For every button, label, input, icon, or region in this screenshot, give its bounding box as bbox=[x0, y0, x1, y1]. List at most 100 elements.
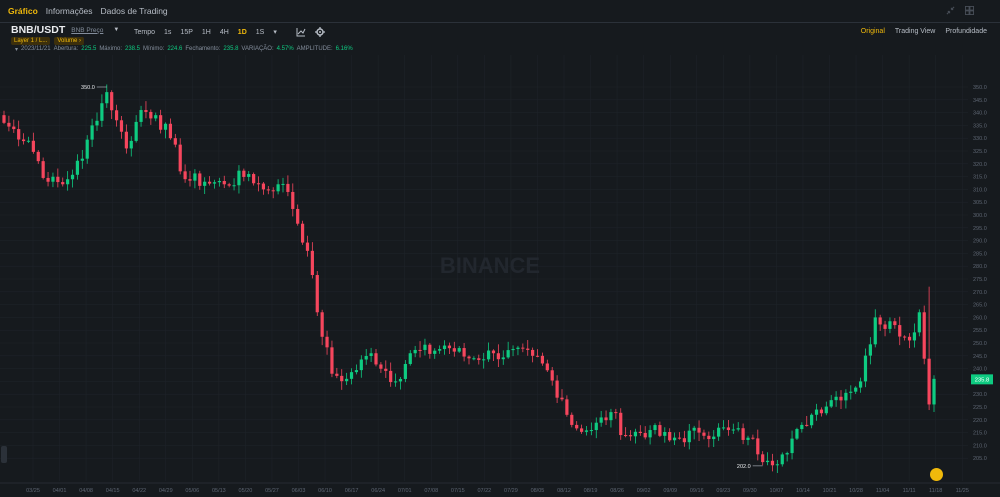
tab-info[interactable]: Informações bbox=[45, 6, 93, 16]
candle bbox=[726, 420, 731, 436]
interval-4h[interactable]: 4H bbox=[219, 28, 229, 36]
interval-1d[interactable]: 1D bbox=[237, 28, 247, 36]
ohlc-collapse-icon[interactable]: ▾ bbox=[15, 47, 19, 53]
collapse-icon[interactable] bbox=[946, 6, 955, 15]
candle bbox=[433, 348, 437, 359]
candle bbox=[369, 347, 373, 362]
tab-trading-data[interactable]: Dados de Trading bbox=[100, 6, 168, 16]
candle bbox=[702, 429, 706, 440]
candle bbox=[721, 420, 726, 431]
y-tick-label: 265.0 bbox=[973, 303, 987, 309]
candle bbox=[653, 423, 657, 435]
y-tick-label: 270.0 bbox=[973, 290, 987, 296]
y-tick-label: 320.0 bbox=[973, 162, 987, 168]
candle bbox=[345, 372, 349, 386]
symbol-dropdown-icon[interactable]: ▼ bbox=[113, 27, 120, 33]
candle bbox=[535, 349, 540, 358]
y-tick-label: 210.0 bbox=[973, 443, 987, 449]
candle bbox=[731, 423, 735, 434]
sidebar-toggle-handle[interactable] bbox=[1, 446, 7, 463]
candle bbox=[173, 133, 177, 148]
candle bbox=[550, 367, 554, 386]
candle bbox=[751, 434, 755, 440]
candle bbox=[619, 408, 623, 440]
candle bbox=[457, 346, 461, 353]
symbol-price-link[interactable]: BNB Preço bbox=[71, 26, 104, 34]
candle bbox=[800, 422, 804, 433]
assistant-bubble-icon[interactable] bbox=[930, 468, 943, 481]
x-tick-label: 07/29 bbox=[504, 488, 518, 494]
candle bbox=[496, 344, 500, 368]
candle bbox=[898, 316, 902, 346]
symbol-name: BNB/USDT bbox=[11, 24, 66, 36]
window-controls bbox=[946, 6, 974, 15]
candle bbox=[594, 417, 598, 439]
candle bbox=[203, 177, 207, 195]
change-value: 4.57% bbox=[276, 46, 294, 52]
candle bbox=[364, 349, 368, 365]
indicators-icon[interactable] bbox=[296, 27, 306, 37]
candle bbox=[134, 115, 138, 143]
candle bbox=[486, 342, 491, 362]
x-tick-label: 08/05 bbox=[531, 488, 545, 494]
candle bbox=[575, 421, 579, 431]
candle bbox=[237, 165, 241, 194]
y-tick-label: 215.0 bbox=[973, 431, 987, 437]
candle bbox=[756, 429, 760, 461]
y-tick-label: 240.0 bbox=[973, 367, 987, 373]
candle bbox=[579, 424, 584, 434]
candle bbox=[144, 101, 148, 119]
candle bbox=[232, 178, 236, 191]
candle bbox=[428, 343, 432, 359]
interval-15p[interactable]: 15P bbox=[180, 28, 193, 36]
high-label: Máximo: bbox=[99, 46, 122, 52]
candle bbox=[614, 408, 618, 419]
candle bbox=[75, 154, 80, 180]
interval-1h[interactable]: 1H bbox=[201, 28, 211, 36]
candle bbox=[462, 343, 466, 362]
candle bbox=[335, 367, 339, 379]
more-intervals-icon[interactable]: ▾ bbox=[273, 29, 277, 36]
candle bbox=[687, 423, 691, 450]
candle bbox=[51, 172, 55, 188]
view-original[interactable]: Original bbox=[860, 28, 885, 35]
tab-chart[interactable]: Gráfico bbox=[8, 6, 38, 16]
volume-badge[interactable]: Volume › bbox=[54, 37, 85, 45]
candle bbox=[604, 410, 608, 426]
y-tick-label: 275.0 bbox=[973, 277, 987, 283]
candle bbox=[207, 176, 212, 186]
candle bbox=[912, 323, 917, 348]
top-tabs: Gráfico Informações Dados de Trading bbox=[0, 0, 1000, 22]
category-badge[interactable]: Layer 1 / L... bbox=[11, 37, 51, 45]
candle bbox=[447, 342, 452, 354]
candle bbox=[242, 168, 246, 182]
candle bbox=[408, 350, 412, 366]
candle bbox=[41, 157, 45, 180]
ohlc-date: 2023/11/21 bbox=[21, 46, 51, 52]
candle bbox=[325, 330, 329, 355]
candle bbox=[247, 171, 251, 182]
candle bbox=[95, 112, 99, 131]
price-extreme-label: 202.0 bbox=[737, 464, 751, 470]
low-label: Mínimo: bbox=[143, 46, 165, 52]
candle bbox=[736, 422, 740, 432]
interval-label: Tempo bbox=[134, 28, 156, 36]
x-tick-label: 07/22 bbox=[477, 488, 491, 494]
interval-1s-week[interactable]: 1S bbox=[255, 28, 265, 36]
layout-grid-icon[interactable] bbox=[965, 6, 974, 15]
view-depth[interactable]: Profundidade bbox=[945, 28, 987, 35]
view-tradingview[interactable]: Trading View bbox=[894, 28, 936, 35]
y-tick-label: 305.0 bbox=[973, 200, 987, 206]
interval-1s[interactable]: 1s bbox=[164, 28, 172, 36]
candle bbox=[105, 84, 109, 108]
candle bbox=[217, 177, 221, 187]
amplitude-label: AMPLITUDE: bbox=[296, 46, 333, 52]
price-chart[interactable]: BINANCE 350.0 345.0 340.0 335.0 330.0 325.0 32… bbox=[0, 55, 1000, 497]
x-tick-label: 05/20 bbox=[239, 488, 253, 494]
candle bbox=[227, 182, 231, 188]
candle bbox=[36, 150, 40, 164]
candle bbox=[119, 115, 124, 139]
candle bbox=[403, 360, 407, 383]
settings-gear-icon[interactable] bbox=[314, 27, 325, 37]
open-label: Abertura: bbox=[53, 46, 79, 52]
